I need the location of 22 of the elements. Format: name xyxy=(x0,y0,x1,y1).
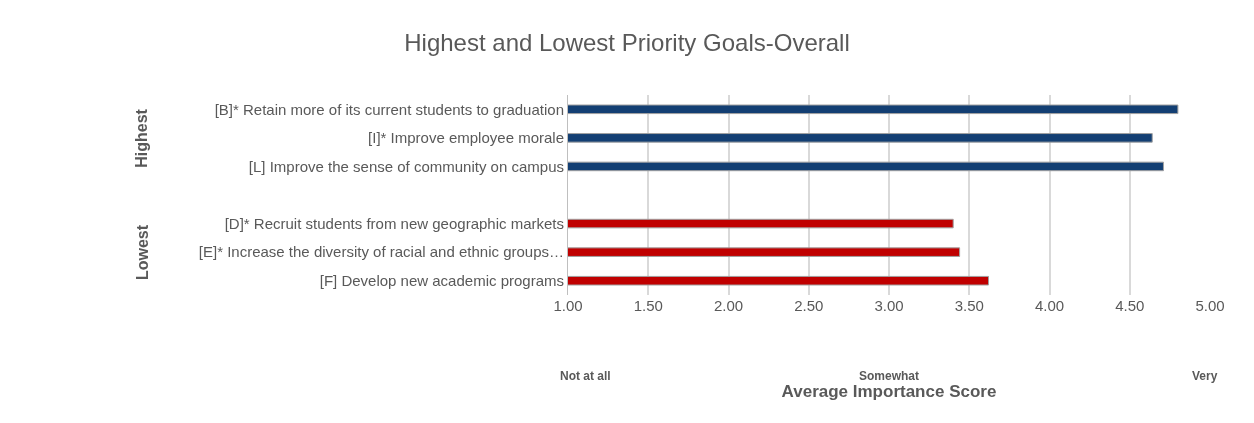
x-tick-label: 3.00 xyxy=(874,297,904,314)
x-tick-label: 3.50 xyxy=(954,297,984,314)
x-tick-label: 1.50 xyxy=(633,297,663,314)
x-tick-label: 4.00 xyxy=(1034,297,1065,314)
chart-title: Highest and Lowest Priority Goals-Overall xyxy=(404,28,850,56)
y-tick-label: [E]* Increase the diversity of racial and ethnic groups… xyxy=(198,243,564,261)
text: Highest xyxy=(133,108,151,168)
x-tick-label: 2.00 xyxy=(713,297,744,314)
x-tick-label: 2.50 xyxy=(794,297,824,314)
y-tick-label: [B]* Retain more of its current students to graduation xyxy=(214,100,564,118)
x-axis-title: Average Importance Score xyxy=(781,382,997,402)
text: Lowest xyxy=(133,224,151,281)
text: Somewhat xyxy=(859,369,920,383)
x-tick-label: 1.00 xyxy=(553,297,583,314)
text: Very xyxy=(1192,369,1218,383)
text: Not at all xyxy=(560,369,611,383)
x-tick-label: 4.50 xyxy=(1115,297,1145,314)
x-tick-label: 5.00 xyxy=(1195,297,1225,314)
y-tick-label: [L] Improve the sense of community on campus xyxy=(248,157,564,175)
y-tick-label: [F] Develop new academic programs xyxy=(319,271,564,289)
y-tick-label: [D]* Recruit students from new geographic markets xyxy=(224,214,564,232)
y-tick-label: [I]* Improve employee morale xyxy=(368,129,564,147)
